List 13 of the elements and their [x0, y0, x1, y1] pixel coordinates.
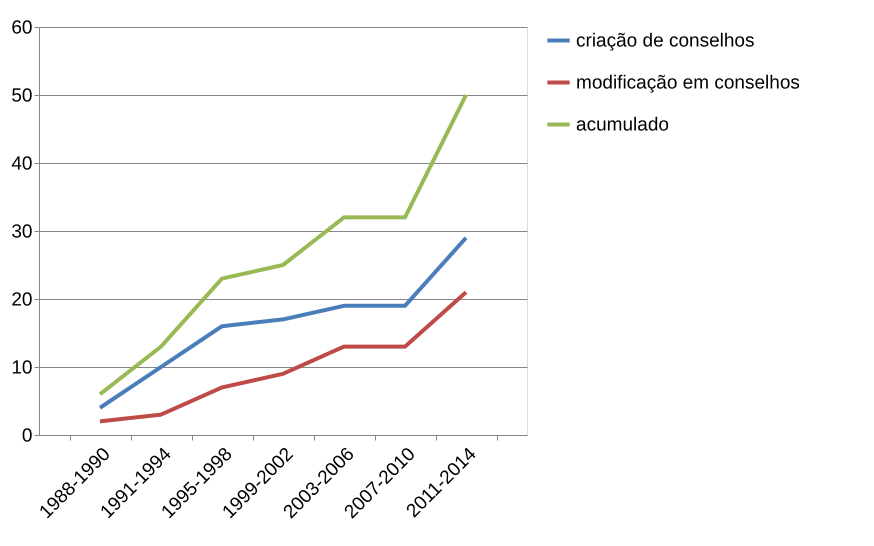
line-series: [98, 93, 468, 396]
y-tick-label: 20: [11, 290, 32, 310]
line-series: [98, 236, 468, 410]
y-tick-label: 40: [11, 154, 32, 174]
legend-label: criação de conselhos: [576, 30, 754, 52]
line-series: [98, 290, 468, 424]
legend-label: acumulado: [576, 114, 669, 136]
y-tick-label: 0: [22, 426, 32, 446]
legend-label: modificação em conselhos: [576, 72, 800, 94]
y-tick-label: 50: [11, 86, 32, 106]
y-tick-label: 30: [11, 222, 32, 242]
y-tick-label: 10: [11, 358, 32, 378]
y-tick-label: 60: [11, 18, 32, 38]
